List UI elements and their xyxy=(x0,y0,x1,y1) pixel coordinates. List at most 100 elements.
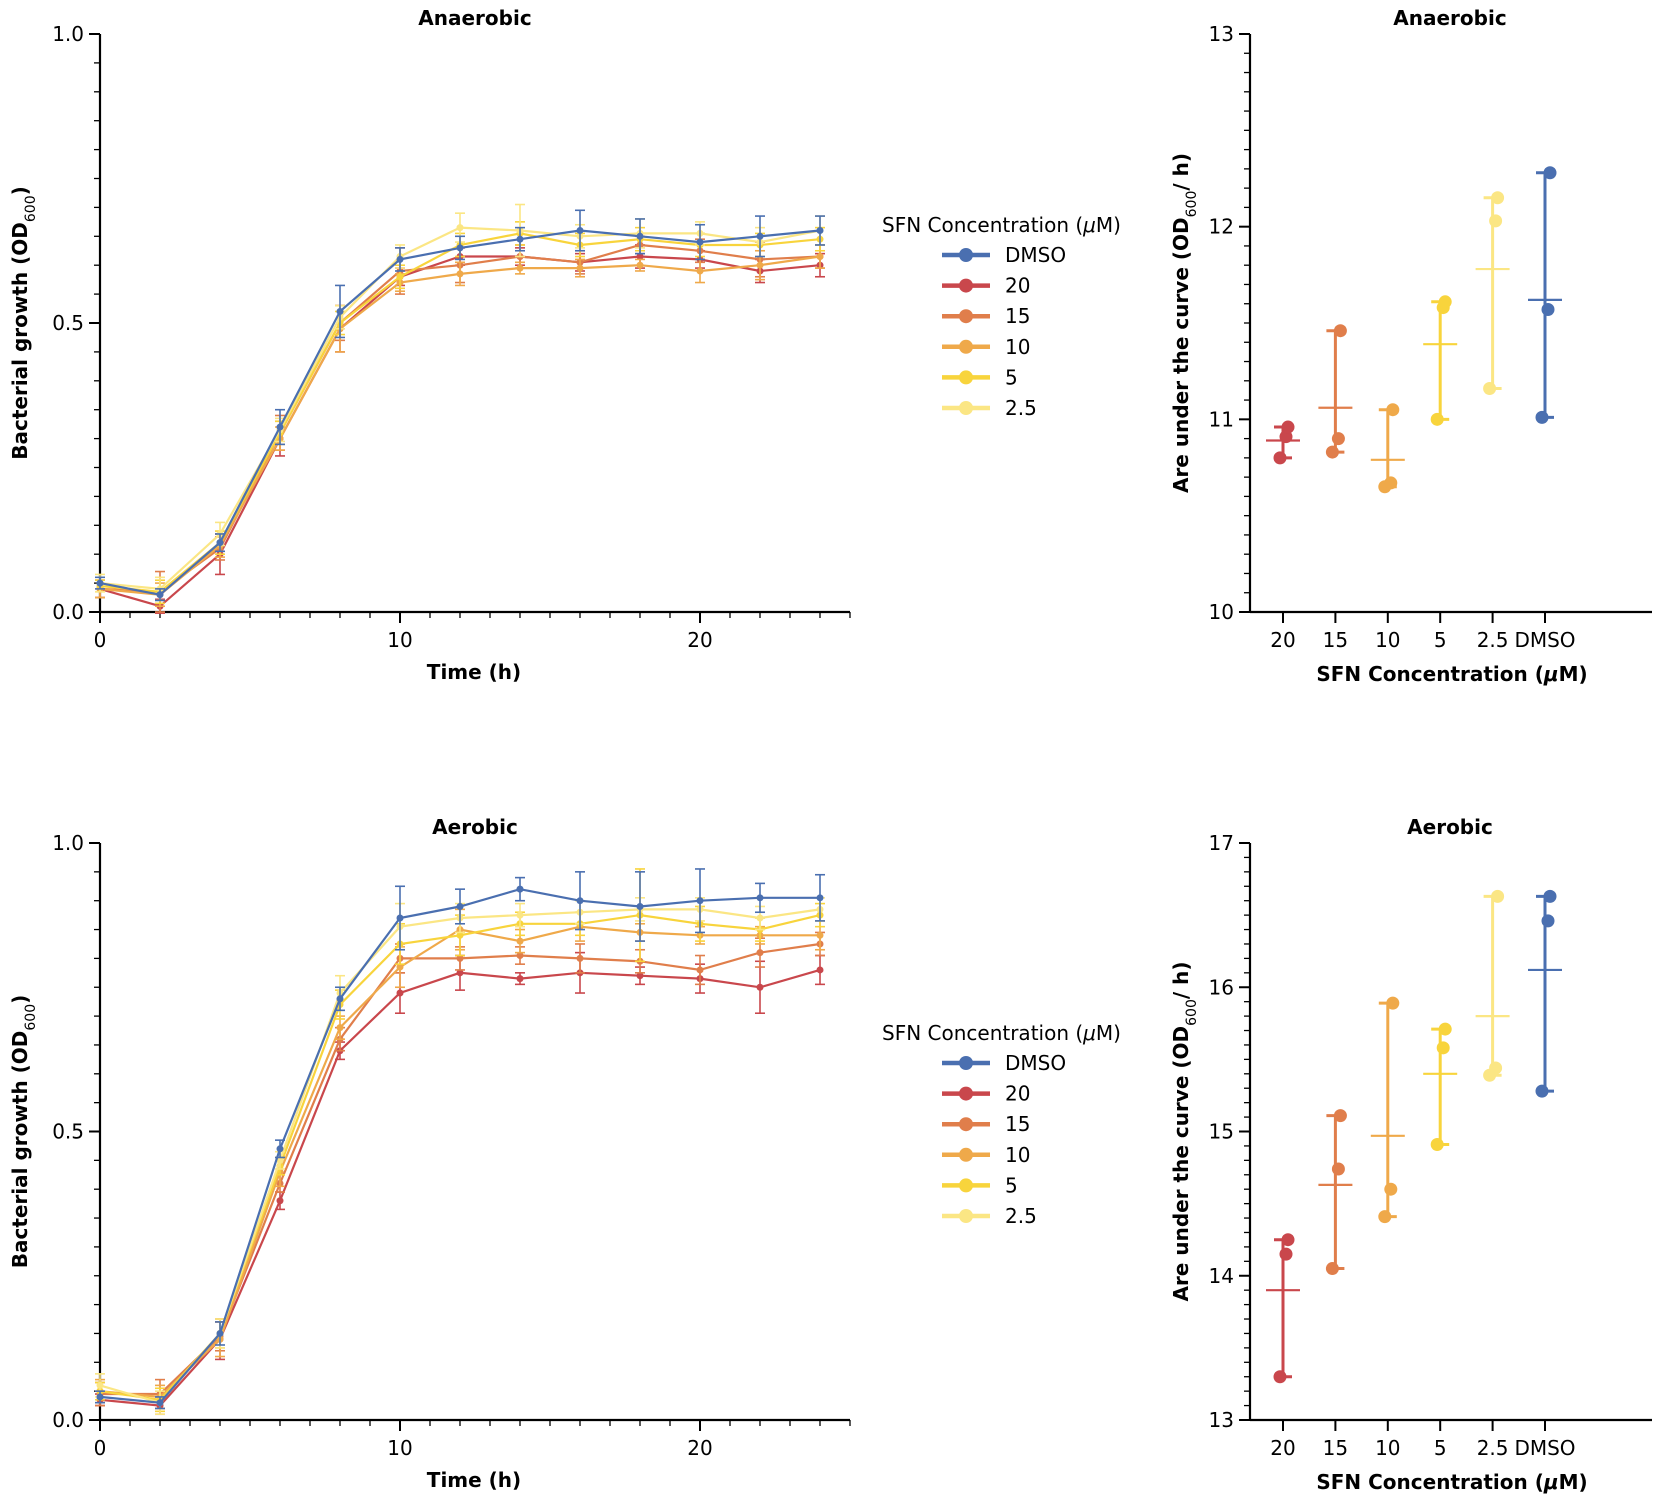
data-point xyxy=(96,1381,104,1389)
series-line xyxy=(100,942,821,1396)
x-tick-label: 20 xyxy=(687,1436,712,1460)
data-point xyxy=(1331,1162,1345,1176)
y-axis-title: Bacterial growth (OD600) xyxy=(8,186,39,460)
series-line xyxy=(99,968,821,1407)
series-10 xyxy=(95,244,825,608)
legend-item-20: 20 xyxy=(942,274,1030,298)
y-axis-title-main: Are under the curve (OD xyxy=(1169,217,1193,493)
data-point xyxy=(1541,303,1555,317)
data-point xyxy=(396,273,404,281)
data-point xyxy=(156,1399,164,1407)
legend-swatch-marker xyxy=(959,1056,973,1070)
data-point xyxy=(636,253,644,261)
x-tick-label: 20 xyxy=(1270,628,1295,652)
data-point xyxy=(1273,1370,1287,1384)
x-tick-label: 15 xyxy=(1323,1436,1348,1460)
legend-title-mu: μ xyxy=(1082,213,1096,237)
x-tick-label: 5 xyxy=(1434,1436,1447,1460)
data-point xyxy=(816,894,824,902)
data-point xyxy=(1281,420,1295,434)
data-point xyxy=(456,270,464,278)
y-axis-title-main: Bacterial growth (OD xyxy=(8,1031,32,1269)
data-point xyxy=(516,975,524,983)
data-point xyxy=(756,894,764,902)
y-tick-label: 1.0 xyxy=(52,831,84,855)
panel-title: Anaerobic xyxy=(1393,6,1506,30)
data-point xyxy=(576,264,584,272)
data-point xyxy=(1491,889,1505,903)
legend-item-5: 5 xyxy=(942,365,1018,389)
data-point xyxy=(1333,1109,1347,1123)
legend-swatch-marker xyxy=(959,1178,973,1193)
group-15 xyxy=(1318,324,1353,459)
data-point xyxy=(1386,403,1400,417)
data-point xyxy=(336,1024,344,1032)
data-point xyxy=(756,983,764,991)
group-20 xyxy=(1266,420,1300,465)
data-point xyxy=(396,963,404,971)
data-point xyxy=(516,264,524,272)
legend-label: 5 xyxy=(1005,1173,1018,1197)
chart-growth-aerobic: 0 10 20 0.0 0.5 1.0 Time (h) Bacterial growth (… xyxy=(8,815,851,1492)
x-tick-label: 0 xyxy=(94,1436,107,1460)
x-axis-title-suffix: M) xyxy=(1559,1470,1588,1494)
legend-item-10: 10 xyxy=(942,1143,1030,1167)
data-point xyxy=(216,539,224,547)
y-tick-label: 0.5 xyxy=(52,1120,84,1144)
y-tick-label: 13 xyxy=(1209,1408,1234,1432)
y-tick-label: 0.0 xyxy=(52,600,84,624)
legend-title: SFN Concentration (μM) xyxy=(882,213,1121,237)
data-point xyxy=(696,966,704,974)
data-point xyxy=(396,255,404,263)
y-axis-title-end: / h) xyxy=(1169,961,1193,999)
data-point xyxy=(1386,996,1400,1010)
y-axis-title-end: ) xyxy=(8,186,32,195)
data-point xyxy=(576,897,584,905)
y-tick-label: 11 xyxy=(1209,407,1234,431)
data-point xyxy=(816,931,824,939)
x-tick-label: 2.5 xyxy=(1477,1436,1509,1460)
x-tick-label: 10 xyxy=(1375,628,1400,652)
legend-label: 10 xyxy=(1005,1143,1030,1167)
group-2.5 xyxy=(1475,889,1510,1082)
x-tick-label: 20 xyxy=(687,628,712,652)
group-DMSO xyxy=(1528,166,1562,424)
series-5 xyxy=(95,868,825,1413)
legend-1: SFN Concentration (μM) DMSO 20 15 10 5 2.5 xyxy=(882,213,1121,420)
legend-swatch-marker xyxy=(959,1086,973,1101)
data-point xyxy=(516,937,524,945)
data-point xyxy=(516,911,524,919)
legend-swatch-marker xyxy=(959,401,973,415)
legend-title-suffix: M) xyxy=(1096,1021,1121,1045)
data-point xyxy=(456,954,464,962)
data-point xyxy=(1491,191,1505,205)
data-point xyxy=(396,989,404,997)
group-2.5 xyxy=(1475,191,1510,396)
data-point xyxy=(1279,1247,1293,1261)
data-point xyxy=(696,238,704,246)
data-point xyxy=(636,902,644,910)
x-axis-title-mu: μ xyxy=(1543,662,1559,686)
data-point xyxy=(336,307,344,315)
y-axis-title-sub: 600 xyxy=(23,195,39,222)
x-tick-label: 0 xyxy=(94,628,107,652)
data-point xyxy=(636,232,644,240)
panel-title: Aerobic xyxy=(432,815,518,839)
data-point xyxy=(636,972,644,980)
data-point xyxy=(1325,1262,1339,1276)
legend-label: 5 xyxy=(1005,365,1018,389)
y-axis-title-end: ) xyxy=(8,995,32,1004)
legend-title-prefix: SFN Concentration ( xyxy=(882,1021,1083,1045)
series-line xyxy=(99,232,821,593)
data-point xyxy=(1543,166,1557,180)
panel-title: Aerobic xyxy=(1407,815,1493,839)
legend-swatch-marker xyxy=(959,278,973,293)
group-20 xyxy=(1266,1233,1300,1384)
data-point xyxy=(1489,214,1503,228)
data-point xyxy=(1535,410,1549,424)
data-point xyxy=(756,261,764,269)
series-line xyxy=(99,243,821,593)
data-point xyxy=(696,897,704,905)
group-15 xyxy=(1318,1109,1353,1276)
panel-title: Anaerobic xyxy=(418,6,531,30)
